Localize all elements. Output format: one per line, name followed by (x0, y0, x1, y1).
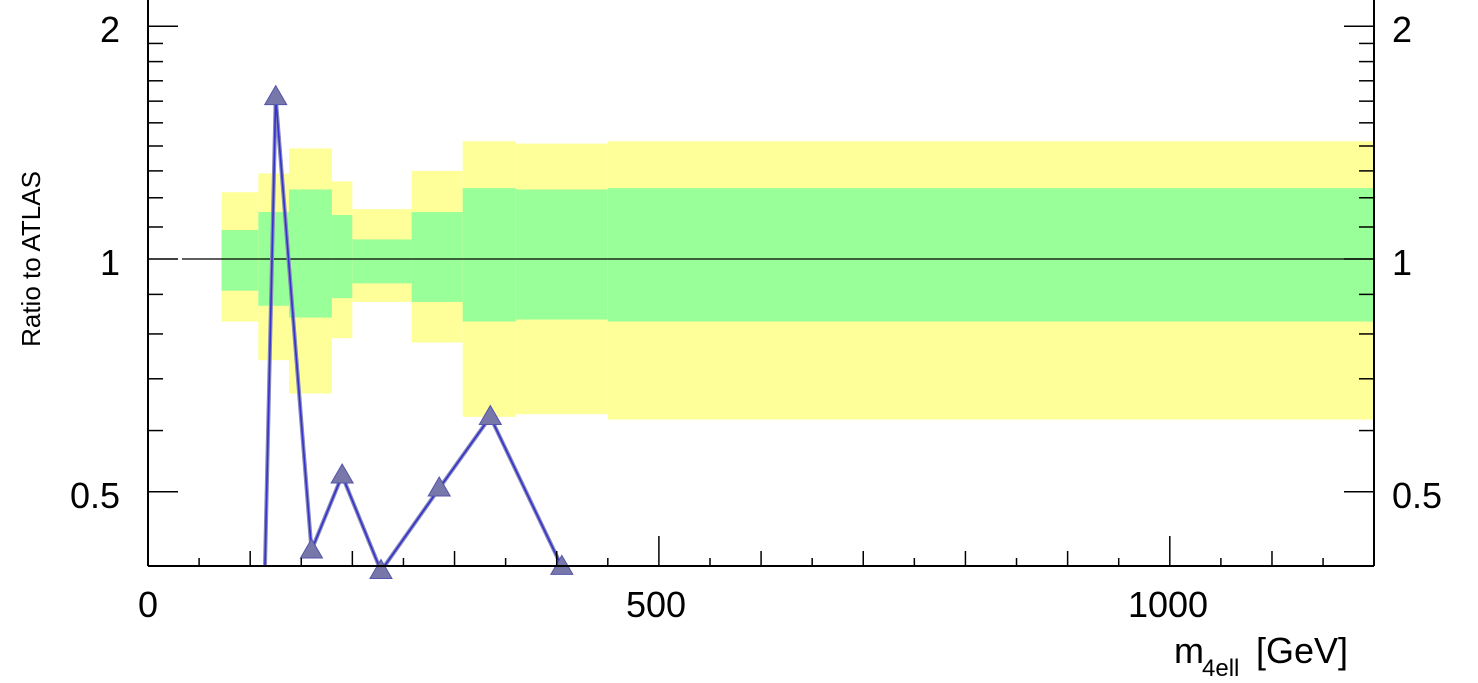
inner-band-bin-8 (607, 188, 1374, 322)
uncertainty-bands (221, 141, 1374, 420)
y-tick-label-right-0.5: 0.5 (1392, 475, 1442, 516)
data-point-marker (369, 558, 393, 580)
x-axis-title-unit: [GeV] (1256, 630, 1348, 671)
x-axis-title-sub: 4ell (1202, 655, 1239, 682)
x-axis-title-main: m (1174, 630, 1204, 671)
inner-band-bin-6 (462, 188, 516, 322)
inner-band-bin-7 (515, 189, 608, 320)
y-tick-label-2: 2 (100, 9, 120, 50)
inner-band-bin-5 (411, 212, 463, 302)
x-tick-label-500: 500 (626, 584, 686, 625)
inner-band-bin-4 (352, 239, 412, 284)
y-tick-label-1: 1 (100, 242, 120, 283)
data-point-marker (299, 537, 324, 559)
series-line-0 (264, 96, 563, 566)
x-tick-label-1000: 1000 (1128, 584, 1208, 625)
x-tick-label-0: 0 (138, 584, 158, 625)
y-tick-label-right-1: 1 (1392, 242, 1412, 283)
data-point-marker (263, 84, 288, 106)
inner-band-bin-0 (221, 230, 259, 291)
data-point-marker (549, 554, 574, 575)
y-tick-label-0.5: 0.5 (70, 475, 120, 516)
y-tick-label-right-2: 2 (1392, 9, 1412, 50)
inner-band-bin-3 (331, 214, 353, 299)
data-point-marker (427, 476, 452, 497)
data-point-marker (330, 463, 355, 484)
data-point-marker (478, 404, 503, 425)
series-group (262, 84, 574, 580)
axes (147, 0, 1375, 567)
x-axis-title: m 4ell [GeV] (1174, 630, 1348, 682)
y-axis-title: Ratio to ATLAS (16, 171, 46, 347)
inner-band-bin-2 (289, 189, 332, 318)
